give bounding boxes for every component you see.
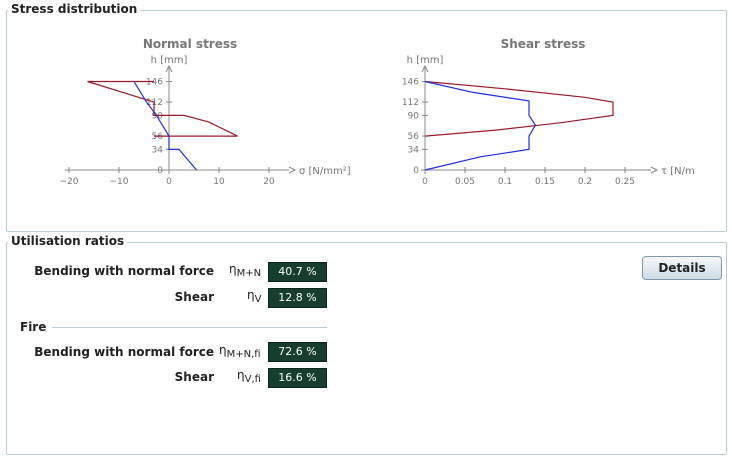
series-line-0	[424, 80, 614, 137]
shear-stress-title: Shear stress	[500, 37, 586, 51]
y-tick-label: 34	[152, 145, 164, 155]
x-tick-label: −10	[110, 177, 129, 187]
eta-bending: ηM+N	[229, 262, 262, 279]
stress-distribution-group	[6, 10, 727, 232]
series-line-0	[87, 80, 238, 137]
shear-ratio-badge: 12.8 %	[268, 288, 327, 308]
y-axis-arrow	[421, 64, 429, 73]
y-tick-label: 0	[157, 166, 163, 176]
x-tick-label: 0.2	[578, 177, 592, 187]
y-tick-label: 146	[402, 77, 419, 87]
fire-shear-ratio-badge: 16.6 %	[268, 368, 327, 388]
x-tick-label: 10	[213, 177, 225, 187]
y-tick-label: 0	[413, 166, 419, 176]
x-axis-label: τ [N/mm²]	[661, 166, 695, 177]
y-axis-label: h [mm]	[151, 55, 188, 66]
x-tick-label: 0	[422, 177, 428, 187]
y-tick-label: 56	[408, 132, 420, 142]
fire-bending-label: Bending with normal force	[34, 345, 214, 359]
shear-label: Shear	[174, 290, 214, 304]
eta-shear: ηV	[247, 288, 262, 305]
y-tick-label: 56	[152, 132, 164, 142]
x-tick-label: 0.15	[535, 177, 555, 187]
y-axis-arrow	[165, 64, 173, 73]
utilisation-group	[6, 242, 727, 455]
x-tick-label: 0.25	[615, 177, 635, 187]
fire-divider	[52, 327, 327, 328]
y-tick-label: 146	[146, 77, 163, 87]
fire-bending-ratio-badge: 72.6 %	[268, 342, 327, 362]
eta-fire-bending: ηM+N,fi	[219, 343, 261, 360]
x-tick-label: 0.05	[455, 177, 475, 187]
y-tick-label: 90	[408, 111, 420, 121]
fire-title: Fire	[20, 320, 47, 334]
details-button[interactable]: Details	[642, 256, 722, 280]
x-tick-label: 20	[263, 177, 275, 187]
x-tick-label: 0.1	[498, 177, 512, 187]
bending-label: Bending with normal force	[34, 264, 214, 278]
series-line-1	[424, 80, 537, 171]
series-line-1	[133, 81, 197, 171]
normal-stress-title: Normal stress	[142, 37, 238, 51]
fire-shear-label: Shear	[174, 370, 214, 384]
y-axis-label: h [mm]	[407, 55, 444, 66]
eta-fire-shear: ηV,fi	[237, 368, 261, 385]
x-axis-arrow	[650, 166, 659, 174]
y-tick-label: 34	[408, 145, 420, 155]
x-axis-label: σ [N/mm²]	[299, 166, 351, 177]
x-axis-arrow	[288, 166, 297, 174]
y-tick-label: 112	[402, 98, 419, 108]
utilisation-title: Utilisation ratios	[8, 234, 128, 248]
x-tick-label: 0	[166, 177, 172, 187]
bending-ratio-badge: 40.7 %	[268, 262, 327, 282]
shear-stress-chart: 0 0.05 0.1 0.15 0.2 0.25 146 112 90 56 34 0 h [mm] τ …	[402, 55, 695, 187]
stress-distribution-title: Stress distribution	[8, 2, 141, 16]
x-tick-label: −20	[60, 177, 79, 187]
